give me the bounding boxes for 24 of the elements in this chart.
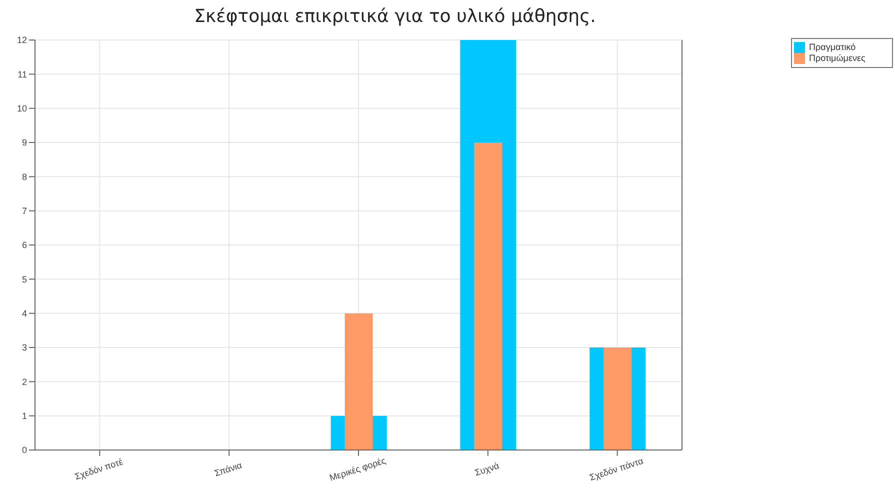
y-tick-label: 10 [16, 104, 27, 114]
legend-label: Πραγματικό [809, 42, 856, 52]
y-tick-label: 12 [16, 35, 27, 46]
bar [604, 348, 632, 450]
x-tick-label: Μερικές φορές [328, 455, 388, 483]
y-tick-label: 2 [22, 376, 27, 387]
bar [344, 313, 373, 450]
y-tick-label: 6 [22, 240, 27, 250]
y-tick-label: 5 [22, 274, 27, 284]
y-tick-label: 1 [22, 411, 27, 422]
y-tick-label: 4 [22, 308, 27, 319]
chart-title: Σκέφτομαι επικριτικά για το υλικό μάθησης. [193, 6, 597, 27]
y-tick-label: 9 [22, 138, 27, 148]
y-tick-label: 11 [18, 69, 27, 80]
x-tick-label: Συχνά [474, 460, 500, 478]
x-tick-label: Σχεδόν πάντα [588, 456, 644, 483]
y-tick-label: 0 [22, 445, 27, 456]
x-tick-label: Σχεδόν ποτέ [74, 456, 124, 482]
y-tick-label: 7 [22, 206, 27, 216]
x-tick-label: Σπάνια [213, 460, 244, 478]
legend-label: Προτιμώμενες [809, 53, 866, 64]
bar [474, 142, 502, 450]
y-tick-label: 3 [22, 342, 27, 353]
y-tick-label: 8 [22, 172, 27, 182]
